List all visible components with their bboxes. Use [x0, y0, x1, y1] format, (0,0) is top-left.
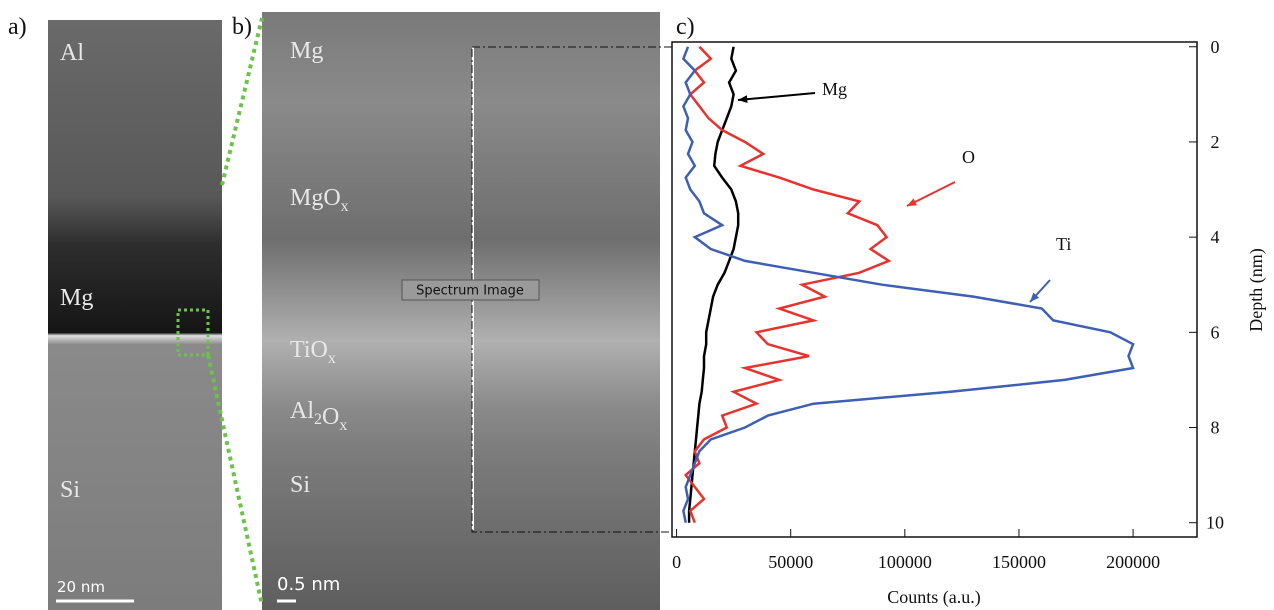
scale-bar-label: 20 nm [57, 578, 105, 596]
arrow-head [1030, 292, 1040, 302]
x-axis-label: Counts (a.u.) [887, 587, 981, 608]
y-axis-label: Depth (nm) [1246, 248, 1267, 331]
scale-bar-label: 0.5 nm [277, 574, 340, 595]
layer-label: Mg [60, 285, 93, 311]
panel-label: a) [8, 14, 27, 40]
label-sub: x [328, 350, 336, 367]
x-tick-label: 100000 [878, 552, 932, 572]
y-tick-label: 6 [1211, 322, 1220, 342]
series-line [681, 46, 1135, 523]
x-tick-label: 0 [672, 552, 681, 572]
region-label-box [401, 279, 540, 301]
plot-frame [671, 41, 1198, 538]
series-line [683, 45, 892, 524]
layer-label: TiOx [290, 337, 336, 367]
zoom-box [176, 308, 210, 357]
label-part: Al [290, 398, 314, 424]
x-tick-label: 200000 [1106, 552, 1160, 572]
arrow-head [907, 198, 917, 206]
label-part: MgO [290, 185, 341, 211]
panel-label: b) [232, 14, 252, 40]
y-tick-label: 10 [1206, 513, 1224, 533]
label-part: Si [290, 472, 310, 498]
layer-label: Al2Ox [290, 398, 347, 434]
label-part: TiO [290, 337, 328, 363]
panel-label: c) [676, 14, 695, 40]
label-sub: x [341, 198, 349, 215]
series-label: Ti [1056, 234, 1071, 254]
label-sub: 2 [314, 411, 322, 428]
layer-label: Si [290, 472, 310, 498]
zoom-line [206, 354, 264, 606]
label-part: Mg [290, 38, 323, 64]
x-tick-label: 150000 [992, 552, 1046, 572]
label-part: O [322, 404, 339, 430]
label-part: Mg [60, 285, 93, 311]
layer-label: Mg [290, 38, 323, 64]
y-tick-label: 8 [1211, 418, 1220, 438]
arrow-head [738, 95, 748, 104]
label-sub: x [339, 417, 347, 434]
layer-label: Al [60, 40, 84, 66]
y-tick-label: 0 [1211, 37, 1220, 57]
layer-label: MgOx [290, 185, 349, 215]
annotation-arrow [737, 92, 816, 101]
tem-image-a [48, 20, 222, 610]
series-line [687, 46, 740, 523]
label-part: Si [60, 477, 80, 503]
y-tick-label: 4 [1211, 227, 1220, 247]
zoom-line [220, 17, 264, 186]
region-label: Spectrum Image [416, 284, 524, 299]
tem-image-b [262, 12, 660, 610]
y-tick-label: 2 [1211, 132, 1220, 152]
x-tick-label: 50000 [768, 552, 813, 572]
layer-label: Si [60, 477, 80, 503]
series-label: O [962, 147, 975, 167]
series-label: Mg [822, 79, 847, 99]
label-part: Al [60, 40, 84, 66]
